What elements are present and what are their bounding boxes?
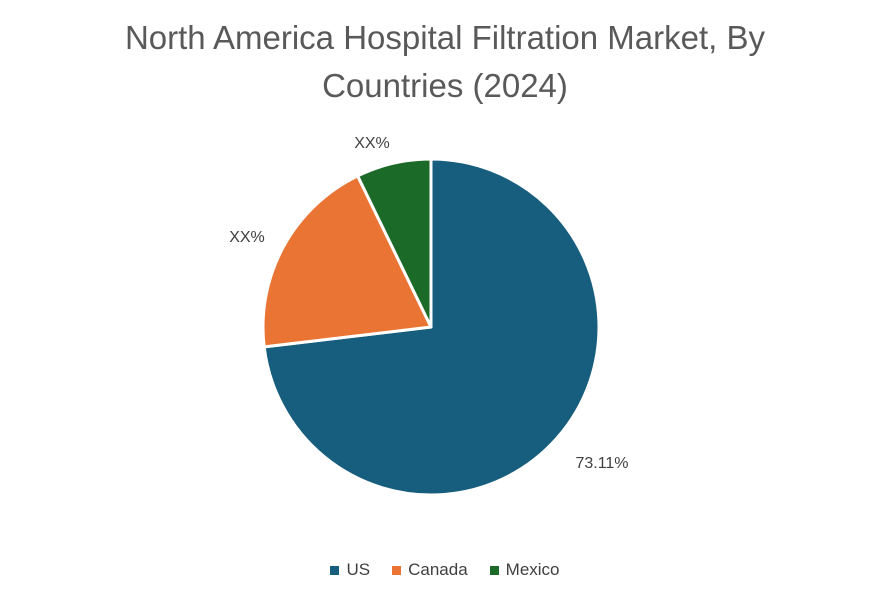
legend-swatch-us [330,565,340,575]
data-label-canada: XX% [229,229,265,246]
legend-swatch-canada [392,565,402,575]
data-label-us: 73.11% [575,455,628,472]
legend-item-canada[interactable]: Canada [392,560,468,580]
legend-swatch-mexico [489,565,499,575]
pie-slices [261,157,601,497]
chart-legend: US Canada Mexico [0,560,890,580]
chart-title-line-2: Countries (2024) [322,67,568,104]
legend-label-mexico: Mexico [505,560,560,579]
data-label-mexico: XX% [354,135,390,152]
pie-data-labels: 73.11% XX% XX% [229,135,628,472]
pie-slice-mexico[interactable] [356,157,433,329]
chart-title-line-1: North America Hospital Filtration Market… [124,19,766,56]
chart-title: North America Hospital Filtration Market… [0,14,890,110]
legend-label-us: US [346,560,371,579]
legend-item-us[interactable]: US [330,560,370,580]
pie-slice-canada[interactable] [261,174,433,349]
legend-label-canada: Canada [408,560,468,579]
legend-item-mexico[interactable]: Mexico [489,560,560,580]
